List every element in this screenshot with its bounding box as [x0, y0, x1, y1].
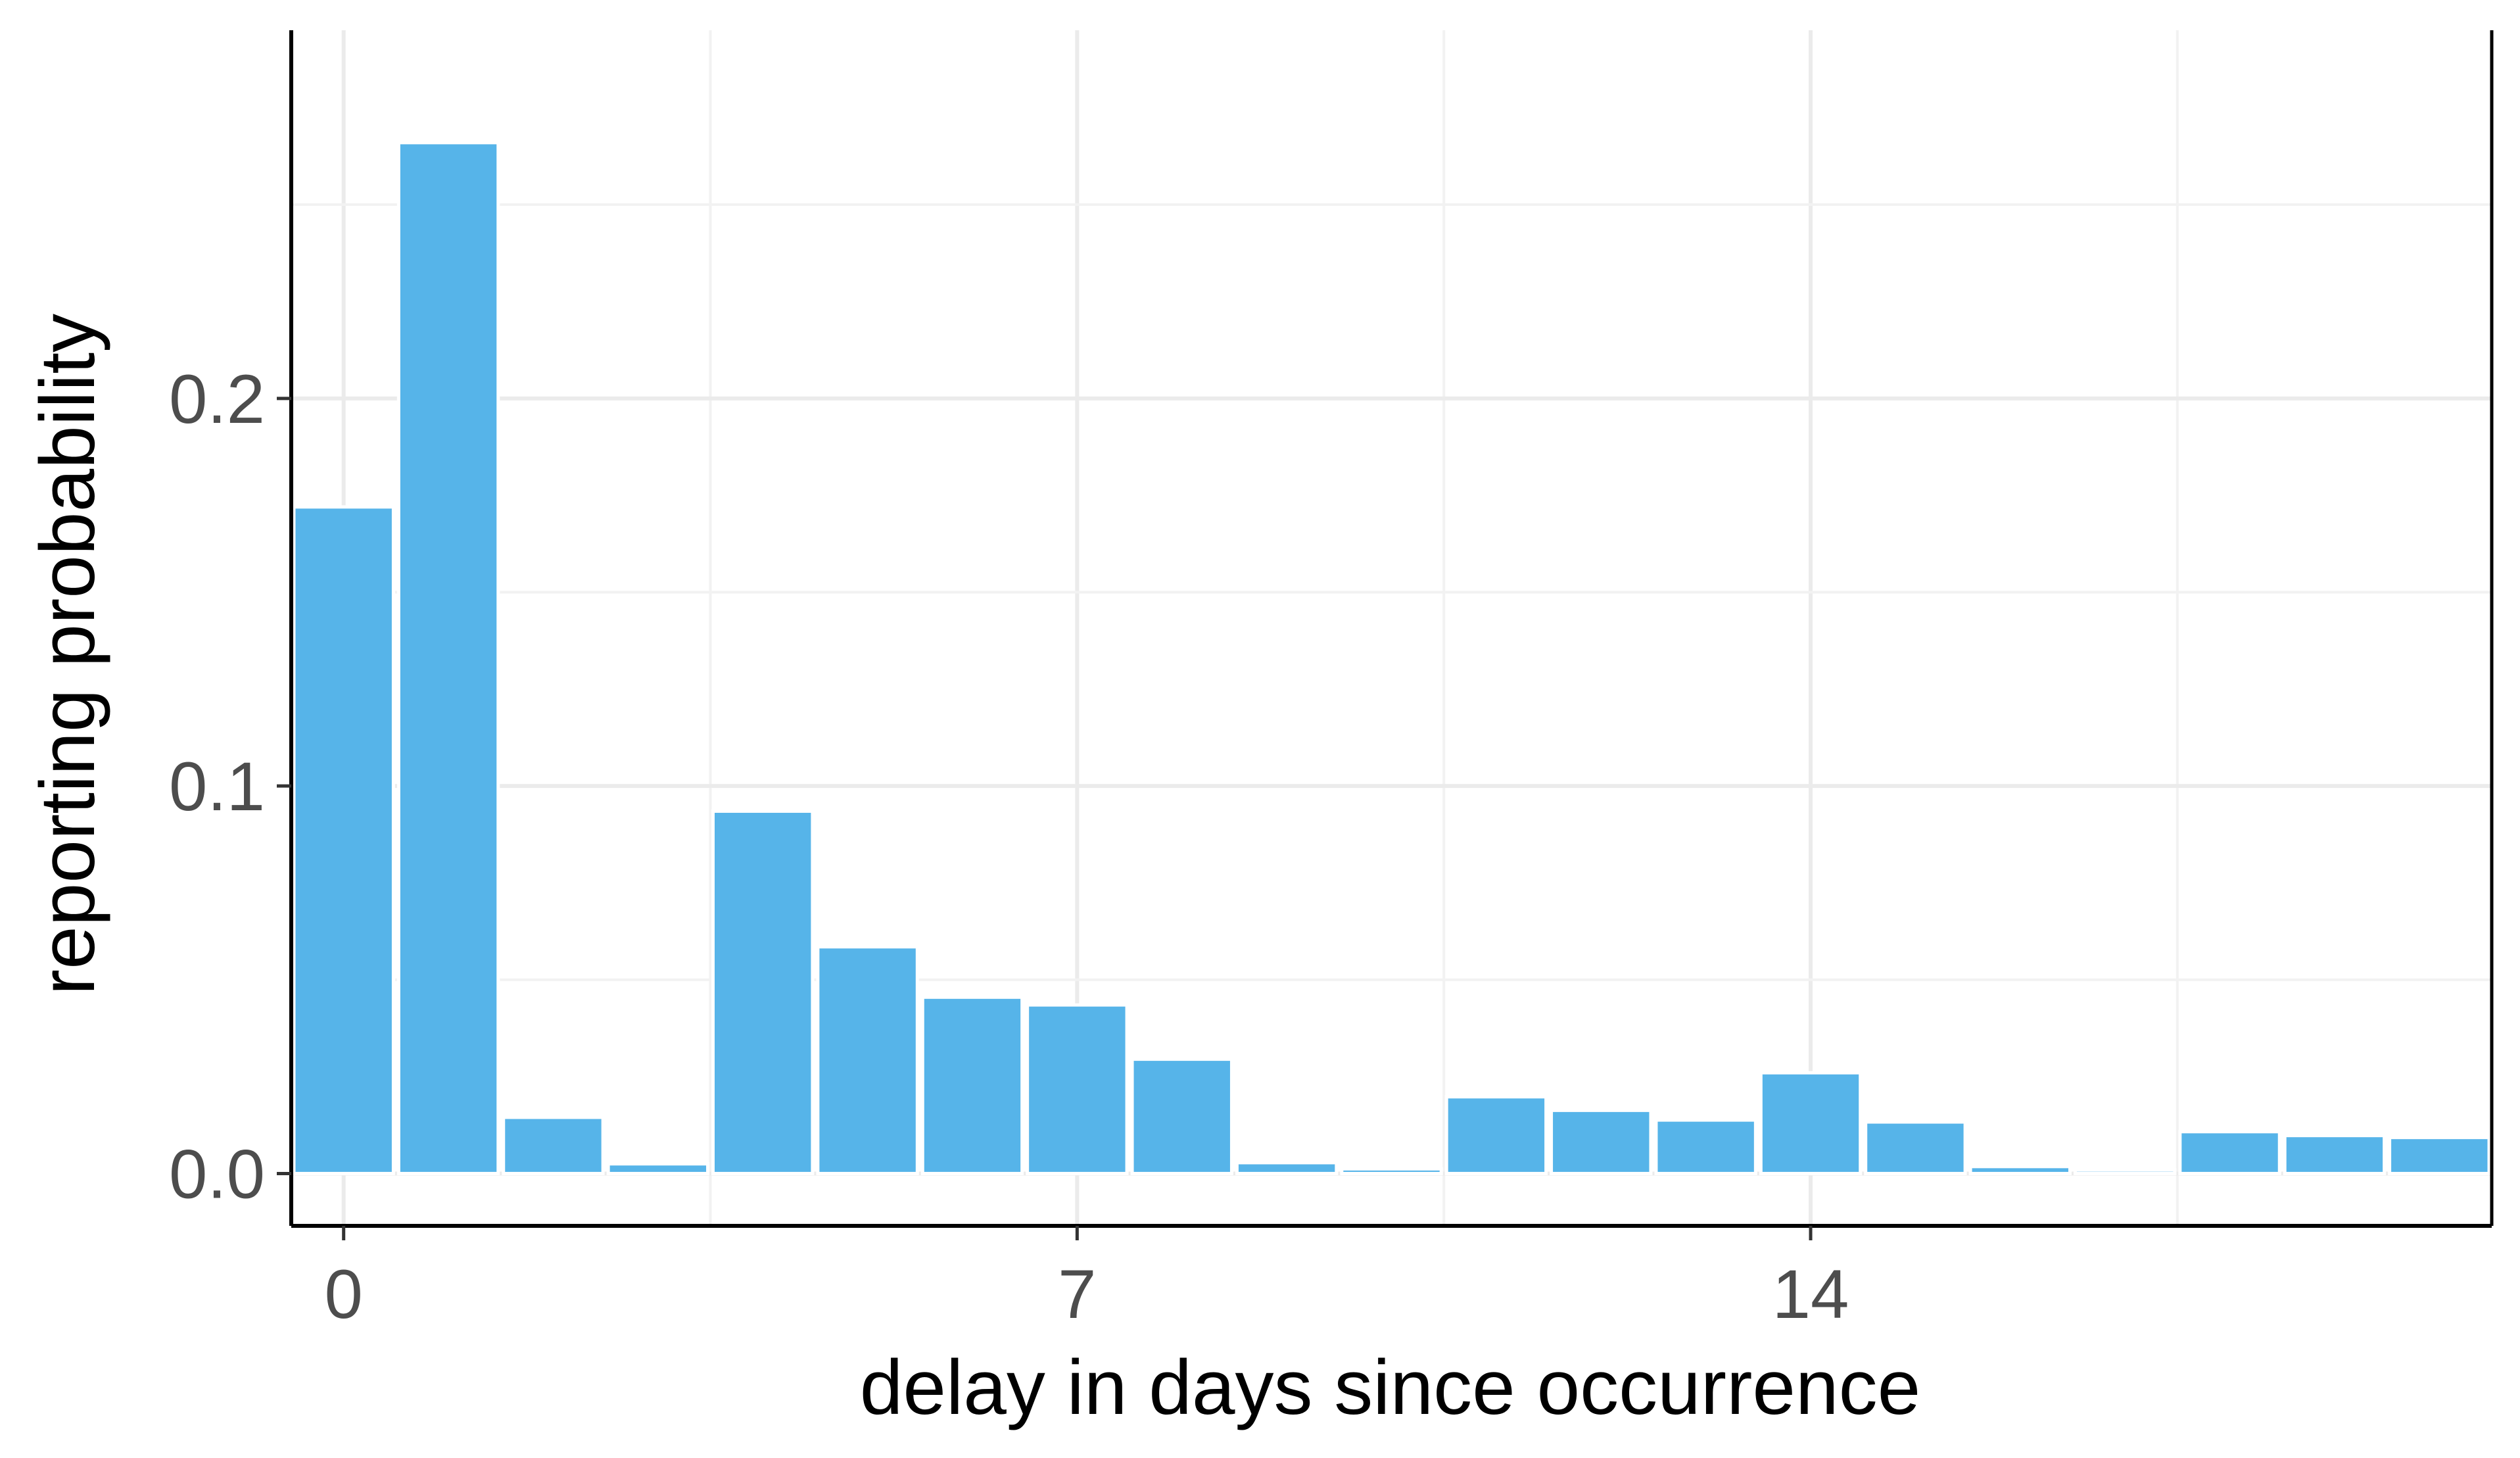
- bar-delay-16: [1968, 1165, 2072, 1175]
- x-tick-label: 0: [324, 1256, 362, 1333]
- bar-delay-4: [711, 809, 815, 1175]
- bar-delay-19: [2283, 1134, 2387, 1175]
- tick-labels: 0 7 14 0.0 0.1 0.2: [169, 361, 1849, 1333]
- bar-delay-9: [1235, 1161, 1339, 1175]
- bar-delay-17: [2073, 1168, 2177, 1175]
- bars: [292, 141, 2491, 1175]
- axes: [289, 30, 2494, 1228]
- bar-delay-1: [396, 141, 500, 1175]
- x-axis-title: delay in days since occurrence: [860, 1344, 1921, 1431]
- bar-delay-7: [1026, 1003, 1129, 1175]
- bar-delay-0: [292, 505, 395, 1175]
- y-tick-label: 0.2: [169, 361, 265, 438]
- bar-delay-11: [1444, 1095, 1548, 1175]
- bar-delay-3: [606, 1162, 710, 1175]
- bar-delay-6: [920, 995, 1024, 1175]
- bar-delay-5: [816, 945, 919, 1175]
- y-axis-title: reporting probability: [24, 314, 111, 995]
- bar-delay-18: [2178, 1130, 2281, 1175]
- bar-delay-12: [1550, 1108, 1653, 1175]
- bar-delay-20: [2388, 1136, 2491, 1175]
- bar-delay-2: [502, 1115, 605, 1175]
- x-tick-label: 7: [1058, 1256, 1096, 1333]
- y-tick-label: 0.1: [169, 748, 265, 825]
- bar-delay-13: [1654, 1118, 1757, 1175]
- bar-delay-15: [1864, 1120, 1967, 1175]
- x-tick-label: 14: [1772, 1256, 1849, 1333]
- y-tick-label: 0.0: [169, 1136, 265, 1213]
- bar-delay-8: [1130, 1057, 1233, 1175]
- bar-delay-14: [1759, 1071, 1863, 1175]
- bar-delay-10: [1340, 1167, 1443, 1175]
